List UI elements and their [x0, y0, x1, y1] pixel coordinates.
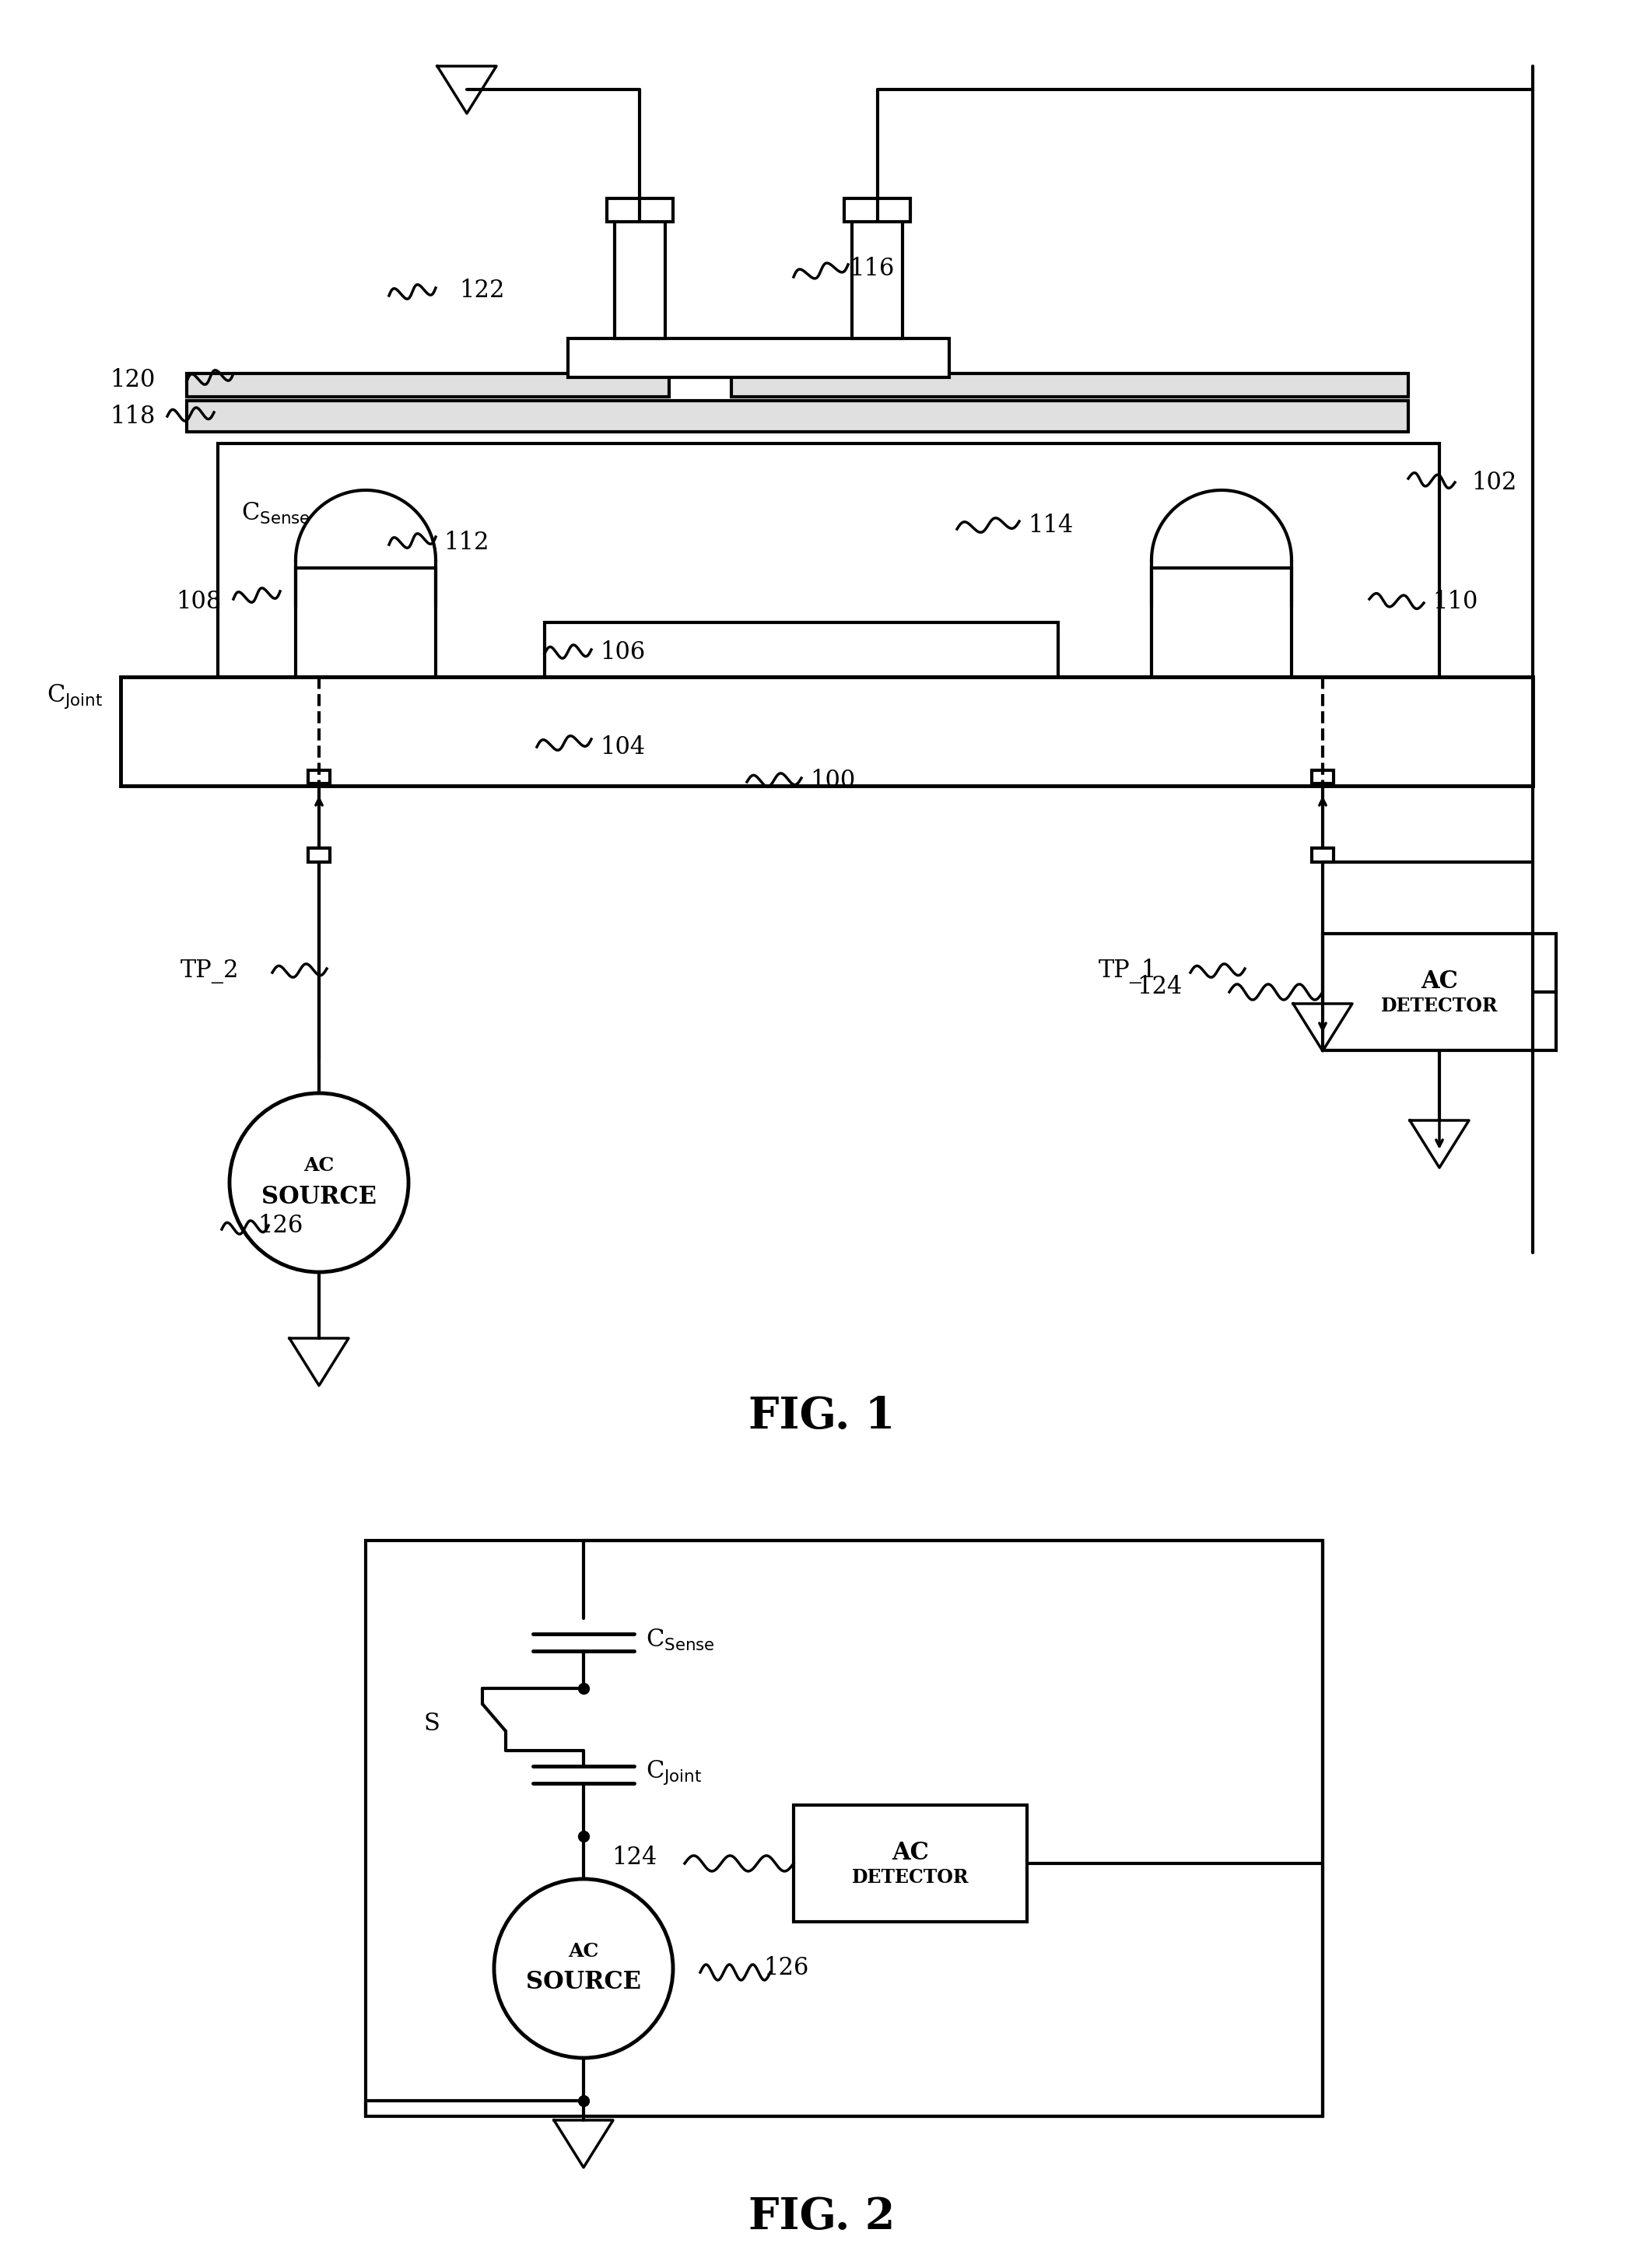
Text: 108: 108 — [176, 590, 220, 612]
Text: 126: 126 — [258, 1213, 302, 1238]
Bar — [219, 445, 1440, 676]
Text: C$_{\mathsf{Joint}}$: C$_{\mathsf{Joint}}$ — [46, 683, 104, 710]
Text: 122: 122 — [460, 279, 505, 302]
Bar — [794, 1805, 1028, 1921]
Bar — [732, 374, 1409, 397]
Bar — [544, 621, 1059, 676]
Text: 110: 110 — [1432, 590, 1478, 612]
Bar — [307, 771, 330, 782]
Text: FIG. 1: FIG. 1 — [748, 1395, 896, 1438]
Bar — [852, 218, 903, 338]
Text: SOURCE: SOURCE — [526, 1971, 641, 1994]
Bar — [615, 218, 666, 338]
Text: TP_1: TP_1 — [1098, 959, 1157, 984]
Text: 112: 112 — [444, 531, 490, 553]
Text: 106: 106 — [600, 640, 644, 665]
Bar — [120, 676, 1532, 785]
Text: 118: 118 — [110, 404, 155, 429]
Bar — [1312, 771, 1333, 782]
Text: 102: 102 — [1471, 469, 1516, 494]
Bar — [365, 1540, 1323, 2116]
Bar — [187, 401, 1409, 431]
Text: AC: AC — [891, 1839, 929, 1864]
Text: FIG. 2: FIG. 2 — [748, 2195, 896, 2239]
Text: TP_2: TP_2 — [181, 959, 240, 982]
Text: DETECTOR: DETECTOR — [852, 1869, 968, 1887]
Text: AC: AC — [304, 1157, 334, 1175]
Bar — [1312, 848, 1333, 862]
Text: 120: 120 — [110, 367, 155, 392]
Bar — [1323, 934, 1557, 1050]
Text: C$_{\mathsf{Sense}}$: C$_{\mathsf{Sense}}$ — [242, 501, 311, 526]
Bar — [296, 567, 436, 676]
Text: AC: AC — [1420, 968, 1458, 993]
Bar — [567, 338, 949, 376]
Text: 100: 100 — [810, 769, 855, 792]
Text: SOURCE: SOURCE — [261, 1184, 376, 1209]
Text: 116: 116 — [848, 256, 894, 281]
Text: C$_{\mathsf{Joint}}$: C$_{\mathsf{Joint}}$ — [646, 1758, 702, 1787]
Text: C$_{\mathsf{Sense}}$: C$_{\mathsf{Sense}}$ — [646, 1628, 715, 1653]
Bar — [607, 197, 672, 222]
Bar — [843, 197, 911, 222]
Text: 126: 126 — [763, 1957, 809, 1980]
Text: 124: 124 — [612, 1846, 656, 1871]
Text: DETECTOR: DETECTOR — [1381, 996, 1498, 1016]
Text: AC: AC — [569, 1941, 598, 1960]
Text: 124: 124 — [1136, 975, 1182, 998]
Bar — [187, 374, 669, 397]
Bar — [1151, 567, 1292, 676]
Text: 104: 104 — [600, 735, 644, 760]
Text: 114: 114 — [1028, 513, 1074, 538]
Text: S: S — [424, 1712, 441, 1735]
Bar — [307, 848, 330, 862]
